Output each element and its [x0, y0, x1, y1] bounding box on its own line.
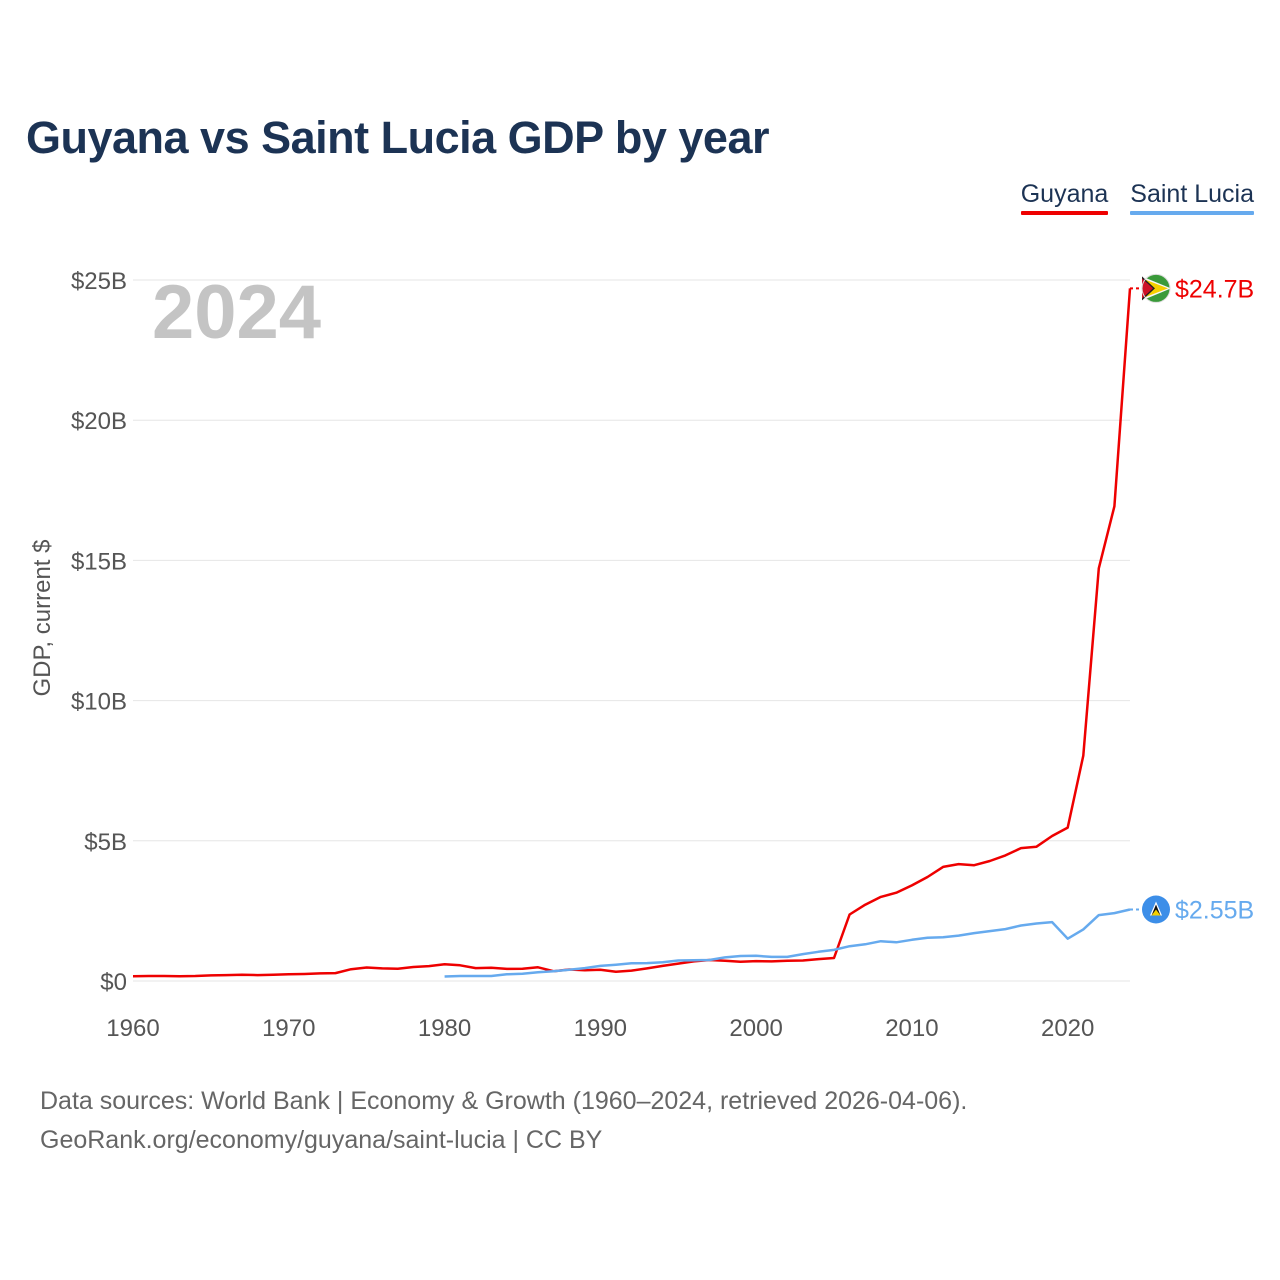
flag-red-triangle	[1142, 278, 1153, 299]
y-axis-ticks: $0 $5B $10B $15B $20B $25B	[71, 268, 127, 996]
y-tick-label: $10B	[71, 689, 127, 716]
legend-label-saint-lucia: Saint Lucia	[1130, 180, 1254, 208]
x-tick-label: 2020	[1041, 1015, 1094, 1042]
y-tick-label: $25B	[71, 268, 127, 295]
legend-item-guyana[interactable]: Guyana	[1020, 180, 1109, 218]
y-tick-label: $0	[100, 969, 127, 996]
legend-swatch-guyana	[1020, 211, 1109, 215]
y-axis-label: GDP, current $	[29, 540, 56, 697]
end-label-saint-lucia: $2.55B	[1175, 896, 1254, 924]
y-tick-label: $5B	[84, 829, 127, 856]
grid-lines	[133, 279, 1130, 982]
legend: Guyana Saint Lucia	[1020, 180, 1254, 218]
x-tick-label: 1960	[106, 1015, 159, 1042]
chart-title: Guyana vs Saint Lucia GDP by year	[26, 112, 770, 163]
guyana-flag-icon	[1141, 273, 1171, 303]
series-line-guyana[interactable]	[132, 288, 1132, 978]
x-tick-label: 1970	[262, 1015, 315, 1042]
y-tick-label: $20B	[71, 408, 127, 435]
series-lines	[132, 288, 1132, 978]
footer-sources: Data sources: World Bank | Economy & Gro…	[40, 1087, 968, 1115]
legend-item-saint-lucia[interactable]: Saint Lucia	[1130, 180, 1254, 218]
x-tick-label: 1990	[574, 1015, 627, 1042]
flag-yellow-triangle	[1151, 909, 1161, 916]
series-line-saint-lucia[interactable]	[444, 908, 1131, 978]
x-tick-label: 1980	[418, 1015, 471, 1042]
series-end-markers: $24.7B $2.55B	[1130, 273, 1254, 924]
flag-outline	[1141, 273, 1171, 303]
footer-link[interactable]: GeoRank.org/economy/guyana/saint-lucia |…	[40, 1126, 603, 1154]
x-tick-label: 2010	[885, 1015, 938, 1042]
year-watermark: 2024	[152, 270, 321, 355]
legend-swatch-saint-lucia	[1130, 211, 1254, 215]
x-axis-ticks: 1960 1970 1980 1990 2000 2010 2020	[106, 1015, 1094, 1042]
footer: Data sources: World Bank | Economy & Gro…	[40, 1082, 967, 1160]
end-label-guyana: $24.7B	[1175, 275, 1254, 303]
x-tick-label: 2000	[729, 1015, 782, 1042]
saint-lucia-flag-icon	[1142, 895, 1170, 924]
y-tick-label: $15B	[71, 548, 127, 575]
legend-label-guyana: Guyana	[1020, 180, 1109, 208]
